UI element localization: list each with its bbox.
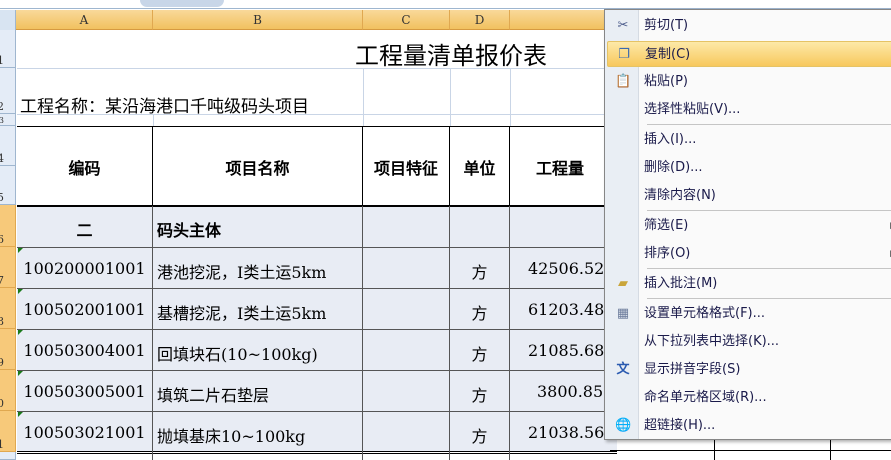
sheet-tab-shape <box>140 0 224 7</box>
menu-item-define-name[interactable]: 命名单元格区域(R)... <box>644 390 767 405</box>
copy-icon: ❐ <box>618 47 630 62</box>
row-header-3[interactable]: 3 <box>0 114 16 126</box>
menu-item-sort[interactable]: 排序(O)▶ <box>607 241 891 267</box>
hyperlink-icon: 🌐 <box>615 418 632 433</box>
item-quantity[interactable]: 3800.85 <box>537 382 604 401</box>
item-unit[interactable]: 方 <box>471 427 488 446</box>
item-name[interactable]: 填筑二片石垫层 <box>157 386 270 405</box>
comment-icon: ▰ <box>618 276 628 291</box>
row-header-11[interactable]: 11 <box>0 411 16 452</box>
row-header-5[interactable]: 5 <box>0 166 16 205</box>
row-header-6[interactable]: 6 <box>0 205 16 247</box>
menu-item-format-cells[interactable]: ▦ 设置单元格格式(F)... <box>616 306 766 321</box>
row-header-2[interactable]: 2 <box>0 68 16 114</box>
ribbon-edge <box>0 0 891 9</box>
item-name[interactable]: 港池挖泥，I类土运5km <box>157 263 327 282</box>
scissors-icon: ✂ <box>617 18 629 33</box>
row-header-7[interactable]: 7 <box>0 247 16 288</box>
item-code[interactable]: 100503005001 <box>23 382 146 401</box>
row-header-10[interactable]: 10 <box>0 370 16 411</box>
item-unit[interactable]: 方 <box>471 304 488 323</box>
item-quantity[interactable]: 21085.68 <box>528 341 605 360</box>
section-code[interactable]: 二 <box>76 221 93 240</box>
column-header-b[interactable]: B <box>153 10 363 30</box>
phonetic-icon: 文 <box>616 362 630 377</box>
menu-item-paste[interactable]: 📋 粘贴(P) <box>615 74 688 89</box>
item-code[interactable]: 100503021001 <box>23 423 146 442</box>
column-header-d[interactable]: D <box>450 10 510 30</box>
item-quantity[interactable]: 42506.52 <box>528 259 605 278</box>
item-name[interactable]: 基槽挖泥，I类土运5km <box>157 304 327 323</box>
menu-item-paste-special[interactable]: 选择性粘贴(V)... <box>644 102 741 117</box>
project-name[interactable]: 工程名称：某沿海港口千吨级码头项目 <box>20 97 309 117</box>
format-cells-icon: ▦ <box>616 306 630 321</box>
item-code[interactable]: 100502001001 <box>23 300 146 319</box>
row-header-1[interactable]: 1 <box>0 30 16 68</box>
item-name[interactable]: 抛填基床10~100kg <box>157 427 306 446</box>
row-header-12[interactable] <box>0 452 16 460</box>
header-quantity[interactable]: 工程量 <box>535 159 584 178</box>
item-code[interactable]: 100503004001 <box>23 341 146 360</box>
item-quantity[interactable]: 61203.48 <box>528 300 605 319</box>
menu-item-pick-from-list[interactable]: 从下拉列表中选择(K)... <box>644 334 780 349</box>
row-header-8[interactable]: 8 <box>0 288 16 329</box>
paste-icon: 📋 <box>615 74 632 89</box>
item-quantity[interactable]: 21038.56 <box>528 423 605 442</box>
column-header-a[interactable]: A <box>16 10 153 30</box>
row-header-9[interactable]: 9 <box>0 329 16 370</box>
item-unit[interactable]: 方 <box>471 386 488 405</box>
select-all-button[interactable] <box>0 10 16 30</box>
sheet-title[interactable]: 工程量清单报价表 <box>355 42 547 70</box>
item-name[interactable]: 回填块石(10~100kg) <box>157 345 318 364</box>
item-unit[interactable]: 方 <box>471 345 488 364</box>
header-name[interactable]: 项目名称 <box>225 159 290 178</box>
menu-item-show-phonetic[interactable]: 文显示拼音字段(S) <box>616 362 741 377</box>
menu-item-hyperlink[interactable]: 🌐 超链接(H)... <box>615 418 716 433</box>
row-header-4[interactable]: 4 <box>0 126 16 166</box>
menu-item-copy[interactable]: ❐ 复制(C) <box>607 41 891 67</box>
menu-item-filter[interactable]: 筛选(E)▶ <box>607 213 891 239</box>
menu-item-clear-contents[interactable]: 清除内容(N) <box>644 188 716 203</box>
menu-item-insert-comment[interactable]: ▰ 插入批注(M) <box>607 271 891 297</box>
column-header-c[interactable]: C <box>363 10 450 30</box>
menu-item-insert[interactable]: 插入(I)... <box>644 132 697 147</box>
menu-item-delete[interactable]: 删除(D)... <box>644 160 703 175</box>
header-unit[interactable]: 单位 <box>463 159 496 178</box>
menu-item-cut[interactable]: ✂ 剪切(T) <box>607 13 891 39</box>
context-menu: ✂ 剪切(T) ❐ 复制(C) 📋 粘贴(P) 选择性粘贴(V)... 插入(I)..… <box>604 9 891 440</box>
header-feature[interactable]: 项目特征 <box>373 159 438 178</box>
header-code[interactable]: 编码 <box>68 159 101 178</box>
section-name[interactable]: 码头主体 <box>157 221 222 240</box>
item-unit[interactable]: 方 <box>471 263 488 282</box>
item-code[interactable]: 100200001001 <box>23 259 146 278</box>
